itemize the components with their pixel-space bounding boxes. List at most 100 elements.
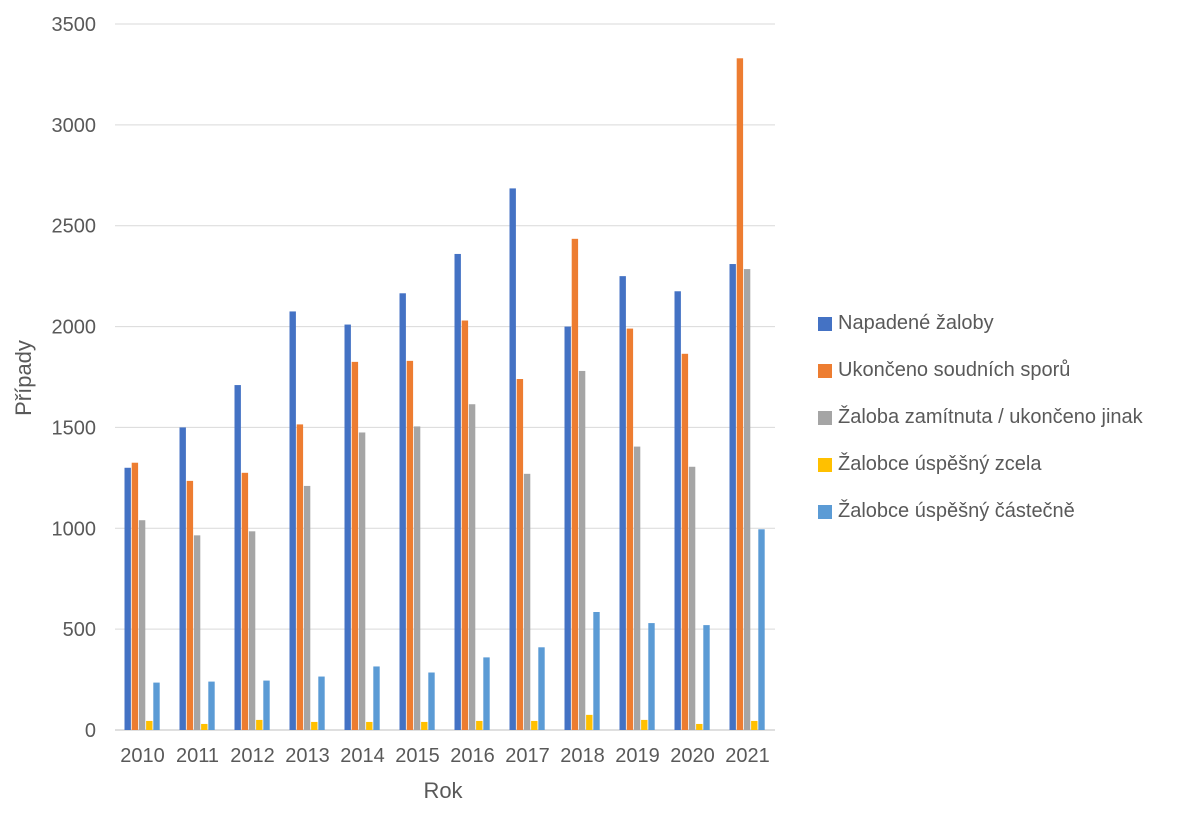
bar: [744, 269, 750, 730]
bar: [146, 721, 152, 730]
bar: [641, 720, 647, 730]
chart-legend: Napadené žaloby Ukončeno soudních sporů Ža…: [818, 312, 1143, 547]
bar: [242, 473, 248, 730]
bar: [132, 463, 138, 730]
x-tick-label: 2013: [285, 745, 330, 767]
bar: [256, 720, 262, 730]
bar: [483, 657, 489, 730]
bar: [366, 722, 372, 730]
legend-item: Ukončeno soudních sporů: [818, 359, 1143, 382]
bar: [517, 379, 523, 730]
y-axis-ticks: 0 500 1000 1500 2000 2500 3000 3500: [52, 14, 97, 742]
bar: [682, 354, 688, 730]
bar: [730, 264, 736, 730]
legend-item: Žalobce úspěšný částečně: [818, 500, 1143, 523]
y-tick-label: 3000: [52, 115, 97, 137]
bar: [311, 722, 317, 730]
bar: [318, 677, 324, 730]
bar: [524, 474, 530, 730]
bar: [675, 291, 681, 730]
x-tick-label: 2014: [340, 745, 385, 767]
legend-label: Žalobce úspěšný zcela: [838, 453, 1041, 476]
bar: [531, 721, 537, 730]
legend-item: Žaloba zamítnuta / ukončeno jinak: [818, 406, 1143, 429]
legend-swatch: [818, 317, 832, 331]
x-tick-label: 2011: [176, 745, 219, 767]
x-tick-label: 2016: [450, 745, 495, 767]
bar: [648, 623, 654, 730]
x-tick-label: 2021: [725, 745, 770, 767]
y-tick-label: 0: [85, 720, 96, 742]
bar: [455, 254, 461, 730]
bar: [565, 327, 571, 730]
legend-label: Ukončeno soudních sporů: [838, 359, 1070, 382]
bar: [414, 426, 420, 730]
y-tick-label: 3500: [52, 14, 97, 36]
legend-label: Žalobce úspěšný částečně: [838, 500, 1075, 523]
legend-label: Napadené žaloby: [838, 312, 994, 335]
x-tick-label: 2012: [230, 745, 275, 767]
bar: [235, 385, 241, 730]
x-tick-label: 2018: [560, 745, 605, 767]
x-tick-label: 2015: [395, 745, 440, 767]
bar: [751, 721, 757, 730]
legend-label: Žaloba zamítnuta / ukončeno jinak: [838, 406, 1143, 429]
bar: [510, 188, 516, 730]
bar: [586, 715, 592, 730]
bar: [352, 362, 358, 730]
y-tick-label: 2500: [52, 216, 97, 238]
bar: [627, 329, 633, 730]
bar: [634, 447, 640, 730]
y-axis-label: Případy: [11, 340, 36, 416]
legend-swatch: [818, 411, 832, 425]
bar: [689, 467, 695, 730]
bar: [758, 529, 764, 730]
bar: [737, 58, 743, 730]
bar: [153, 683, 159, 730]
bar: [593, 612, 599, 730]
bar: [139, 520, 145, 730]
y-tick-label: 1000: [52, 518, 97, 540]
y-tick-label: 500: [63, 619, 96, 641]
bar: [572, 239, 578, 730]
bar: [579, 371, 585, 730]
bar: [194, 535, 200, 730]
bar: [462, 321, 468, 730]
bar: [620, 276, 626, 730]
bar: [703, 625, 709, 730]
x-tick-label: 2020: [670, 745, 715, 767]
bar: [400, 293, 406, 730]
y-tick-label: 2000: [52, 317, 97, 339]
bar: [696, 724, 702, 730]
legend-item: Napadené žaloby: [818, 312, 1143, 335]
bar: [373, 666, 379, 730]
legend-swatch: [818, 458, 832, 472]
bar: [263, 681, 269, 730]
bar: [476, 721, 482, 730]
y-tick-label: 1500: [52, 417, 97, 439]
bar: [359, 432, 365, 730]
x-axis-ticks: 2010 2011 2012 2013 2014 2015 2016 2017 2018 2019…: [120, 745, 770, 767]
bar: [345, 325, 351, 730]
bar: [421, 722, 427, 730]
x-axis-label: Rok: [423, 778, 463, 803]
x-tick-label: 2019: [615, 745, 660, 767]
bar: [297, 424, 303, 730]
bar: [428, 673, 434, 730]
legend-item: Žalobce úspěšný zcela: [818, 453, 1143, 476]
bar: [180, 427, 186, 730]
bar: [407, 361, 413, 730]
legend-swatch: [818, 364, 832, 378]
bar: [290, 311, 296, 730]
bar: [125, 468, 131, 730]
bar: [304, 486, 310, 730]
bar: [208, 682, 214, 730]
legend-swatch: [818, 505, 832, 519]
bar: [187, 481, 193, 730]
x-tick-label: 2010: [120, 745, 165, 767]
bar: [538, 647, 544, 730]
bar: [249, 531, 255, 730]
bar: [201, 724, 207, 730]
x-tick-label: 2017: [505, 745, 550, 767]
